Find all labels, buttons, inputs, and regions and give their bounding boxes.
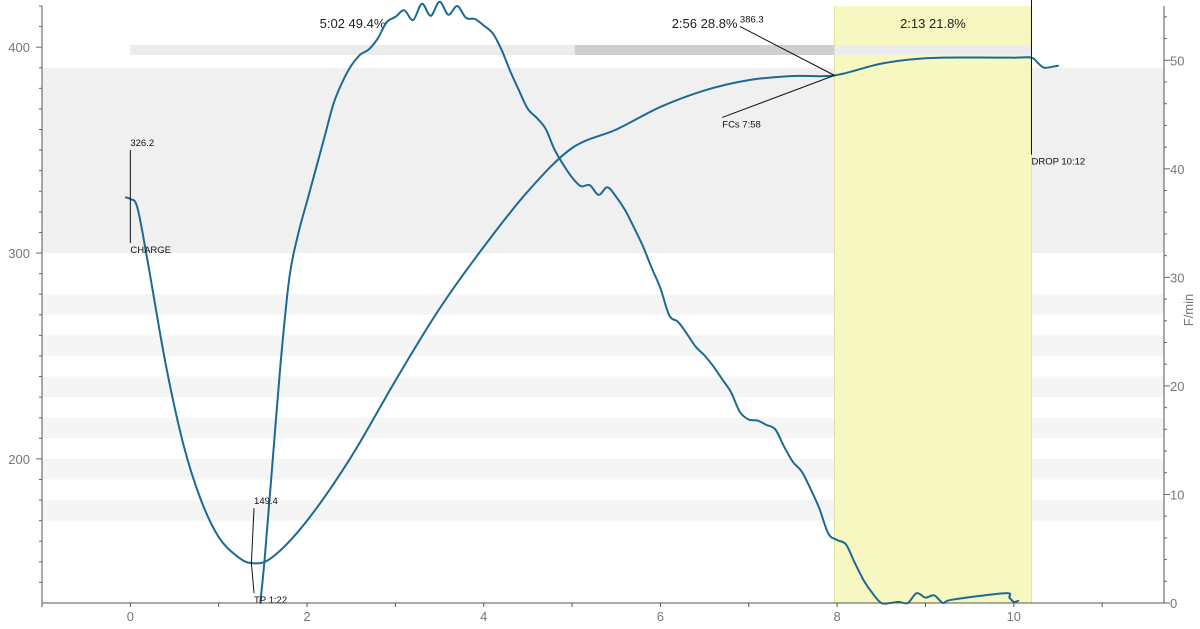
series-layer [124,0,1059,605]
phase-highlight-region [834,6,1032,603]
annotation-label-2: CHARGE [130,245,171,256]
series-line-1 [124,56,1059,565]
annotation-label-5: 386.3 [740,14,764,25]
phase-bar-2 [574,45,835,55]
y-left-tick-label: 400 [8,40,30,55]
y-right-tick-label: 30 [1170,270,1184,285]
annotation-leader-5 [739,26,835,76]
annotation-label-4: TP 1:22 [254,595,287,606]
y-right-tick-label: 10 [1170,487,1184,502]
x-tick-label: 2 [303,609,310,624]
annotation-leader-6 [722,74,835,118]
x-tick-label: 8 [834,609,841,624]
phase-bar-1 [130,45,575,55]
y-right-tick-label: 40 [1170,162,1184,177]
x-tick-label: 6 [657,609,664,624]
x-tick-label: 10 [1007,609,1021,624]
background-layer [42,6,1164,603]
y-right-tick-label: 0 [1170,596,1177,611]
phase-label-1: 5:02 49.4% [320,16,386,31]
right-axis-title: F/min [1181,294,1196,327]
y-right-tick-label: 50 [1170,53,1184,68]
axes-layer: 0 2 4 6 8 10 200 300 400 0 10 20 30 40 50 [8,5,1184,624]
annotation-label-1: 326.2 [130,138,154,149]
y-left-tick-label: 200 [8,452,30,467]
x-tick-label: 0 [127,609,134,624]
phase-bar-layer: 5:02 49.4% 2:56 28.8% 2:13 21.8% [130,16,1032,55]
annotation-label-3: 149.4 [254,496,278,507]
phase-label-2: 2:56 28.8% [672,16,738,31]
y-left-tick-label: 300 [8,246,30,261]
x-tick-label: 4 [480,609,487,624]
annotation-leader-4 [250,563,255,594]
series-line-2 [259,0,1020,605]
annotation-label-8: DROP 10:12 [1031,157,1085,168]
annotation-label-6: FCs 7:58 [722,119,761,130]
phase-label-3: 2:13 21.8% [900,16,966,31]
annotation-leader-3 [250,508,255,564]
phase-bar-3 [834,45,1032,55]
y-right-tick-label: 20 [1170,379,1184,394]
